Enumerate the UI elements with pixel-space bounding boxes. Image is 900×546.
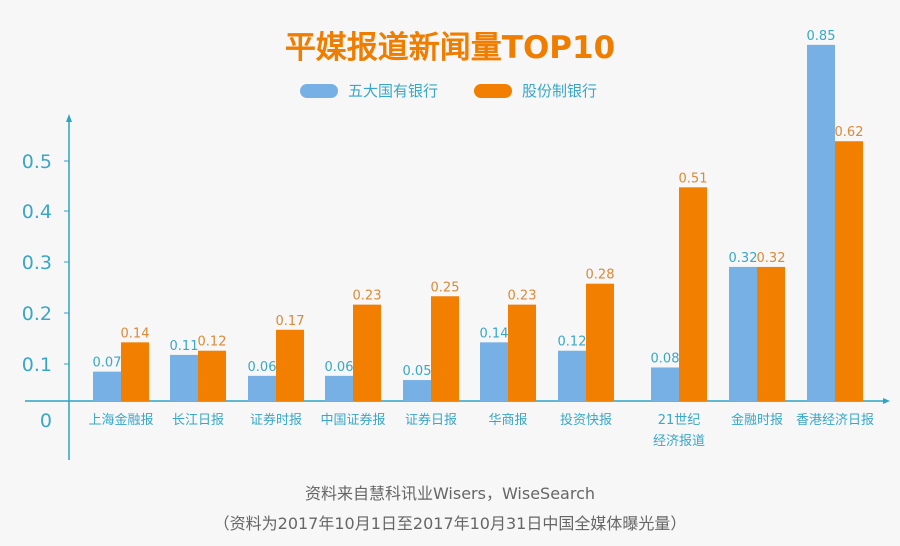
data-label: 0.11 [170, 339, 199, 354]
data-label: 0.17 [276, 314, 305, 329]
y-tick-label: 0.2 [22, 303, 52, 325]
data-label: 0.06 [325, 360, 354, 375]
bar-joint-stock-0 [121, 342, 149, 401]
x-tick-label: 证券日报 [405, 412, 457, 428]
bar-state-3 [325, 375, 353, 401]
data-label: 0.32 [757, 251, 786, 266]
footer-source: 资料来自慧科讯业Wisers，WiseSearch [304, 484, 596, 503]
x-tick-label: 上海金融报 [88, 412, 153, 428]
data-label: 0.12 [558, 335, 587, 350]
legend-label-joint-stock-banks: 股份制银行 [522, 82, 598, 100]
y-tick-label: 0.5 [22, 151, 52, 173]
data-label: 0.23 [353, 289, 382, 304]
data-label: 0.28 [586, 268, 615, 283]
bar-state-4 [403, 380, 431, 401]
y-tick-label: 0.3 [22, 252, 52, 274]
x-tick-label: 中国证券报 [320, 412, 385, 428]
bar-state-0 [93, 371, 121, 401]
x-axis-arrow [883, 398, 890, 404]
data-label: 0.14 [121, 326, 150, 341]
data-label: 0.85 [807, 29, 836, 44]
bar-joint-stock-2 [276, 329, 304, 401]
x-tick-label: 华商报 [488, 413, 527, 428]
legend: 五大国有银行 股份制银行 [300, 80, 597, 101]
legend-swatch-state-banks [300, 83, 338, 98]
legend-label-state-banks: 五大国有银行 [348, 82, 439, 100]
bar-state-5 [480, 342, 508, 401]
data-label: 0.51 [679, 171, 708, 186]
bar-joint-stock-8 [757, 266, 785, 401]
x-tick-label: 经济报道 [653, 434, 705, 449]
data-label: 0.23 [508, 289, 537, 304]
bar-state-9 [807, 44, 835, 401]
y-tick-label: 0 [40, 410, 52, 432]
data-label: 0.08 [651, 351, 680, 366]
data-label: 0.05 [403, 364, 432, 379]
bar-state-1 [170, 354, 198, 401]
bar-joint-stock-4 [431, 296, 459, 401]
bar-state-2 [248, 375, 276, 401]
bar-joint-stock-1 [198, 350, 226, 401]
x-tick-label: 金融时报 [731, 412, 783, 428]
legend-swatch-joint-stock-banks [474, 83, 513, 98]
data-label: 0.14 [480, 326, 509, 341]
bar-state-8 [729, 266, 757, 401]
chart-title: 平媒报道新闻量TOP10 [284, 30, 616, 66]
data-label: 0.12 [198, 335, 227, 350]
x-tick-label: 香港经济日报 [796, 413, 874, 428]
x-tick-label: 长江日报 [172, 413, 224, 428]
bar-state-7 [651, 367, 679, 401]
bar-joint-stock-6 [586, 283, 614, 401]
data-label: 0.62 [835, 125, 864, 140]
bar-joint-stock-3 [353, 304, 381, 401]
y-tick-label: 0.4 [22, 201, 52, 223]
x-tick-label: 21世纪 [658, 413, 701, 428]
y-tick-label: 0.1 [22, 354, 52, 376]
x-tick-label: 投资快报 [560, 412, 612, 428]
bar-joint-stock-9 [835, 141, 863, 401]
data-label: 0.07 [93, 356, 122, 371]
data-label: 0.25 [431, 280, 460, 295]
bar-state-6 [558, 350, 586, 401]
x-tick-label: 证券时报 [250, 412, 302, 428]
bar-joint-stock-5 [508, 304, 536, 401]
data-label: 0.32 [729, 251, 758, 266]
footer-note: （资料为2017年10月1日至2017年10月31日中国全媒体曝光量） [213, 514, 687, 533]
y-axis-arrow [66, 114, 72, 122]
data-label: 0.06 [248, 360, 277, 375]
bar-joint-stock-7 [679, 187, 707, 401]
